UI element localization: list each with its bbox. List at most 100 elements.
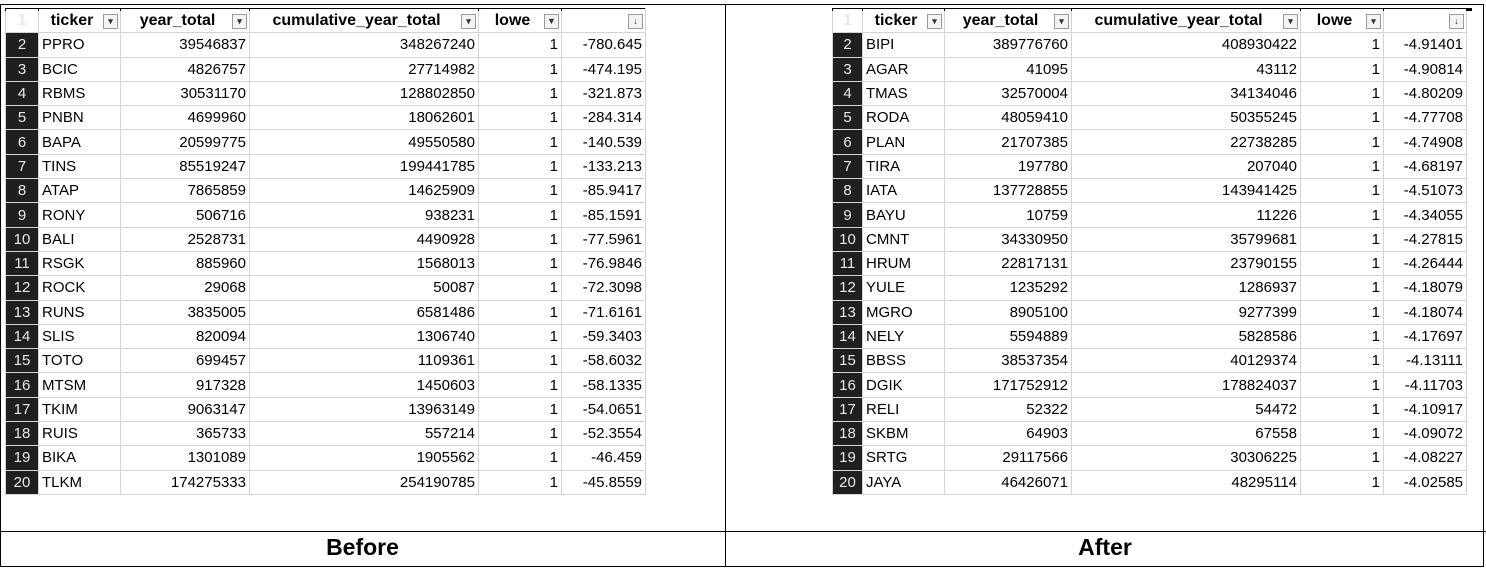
ticker-cell[interactable]: BAYU bbox=[862, 202, 945, 228]
lowe-cell[interactable]: 1 bbox=[1300, 202, 1384, 228]
lowe-cell[interactable]: 1 bbox=[1300, 80, 1384, 107]
ticker-cell[interactable]: ROCK bbox=[38, 275, 121, 301]
ticker-cell[interactable]: PNBN bbox=[38, 105, 121, 131]
year-total-cell[interactable]: 365733 bbox=[120, 421, 250, 447]
year-total-cell[interactable]: 34330950 bbox=[944, 226, 1072, 252]
dropdown-arrow-icon[interactable]: ▾ bbox=[1054, 14, 1069, 29]
value-cell[interactable]: -284.314 bbox=[561, 105, 646, 131]
lowe-cell[interactable]: 1 bbox=[1300, 56, 1384, 82]
ticker-cell[interactable]: RBMS bbox=[38, 80, 121, 107]
year-total-cell[interactable]: 9063147 bbox=[120, 396, 250, 423]
row-header-1[interactable]: 1 bbox=[832, 7, 863, 34]
lowe-cell[interactable]: 1 bbox=[478, 445, 562, 471]
row-number[interactable]: 5 bbox=[832, 105, 863, 131]
row-number[interactable]: 13 bbox=[5, 299, 39, 325]
lowe-cell[interactable]: 1 bbox=[1300, 250, 1384, 277]
value-cell[interactable]: -4.10917 bbox=[1383, 396, 1467, 423]
value-cell[interactable]: -77.5961 bbox=[561, 226, 646, 252]
year-total-cell[interactable]: 4826757 bbox=[120, 56, 250, 82]
ticker-cell[interactable]: ATAP bbox=[38, 178, 121, 204]
lowe-cell[interactable]: 1 bbox=[478, 32, 562, 58]
cumulative-cell[interactable]: 143941425 bbox=[1071, 178, 1301, 204]
cumulative-cell[interactable]: 408930422 bbox=[1071, 32, 1301, 58]
row-number[interactable]: 3 bbox=[5, 56, 39, 82]
lowe-cell[interactable]: 1 bbox=[478, 250, 562, 277]
value-cell[interactable]: -4.13111 bbox=[1383, 348, 1467, 374]
year-total-cell[interactable]: 1301089 bbox=[120, 445, 250, 471]
year-total-cell[interactable]: 85519247 bbox=[120, 153, 250, 180]
year-total-cell[interactable]: 5594889 bbox=[944, 323, 1072, 350]
year-total-cell[interactable]: 7865859 bbox=[120, 178, 250, 204]
row-number[interactable]: 14 bbox=[832, 323, 863, 350]
cumulative-cell[interactable]: 178824037 bbox=[1071, 372, 1301, 398]
row-number[interactable]: 9 bbox=[5, 202, 39, 228]
ticker-cell[interactable]: PPRO bbox=[38, 32, 121, 58]
ticker-cell[interactable]: TINS bbox=[38, 153, 121, 180]
value-cell[interactable]: -71.6161 bbox=[561, 299, 646, 325]
ticker-cell[interactable]: RSGK bbox=[38, 250, 121, 277]
column-header[interactable]: cumulative_year_total ▾ bbox=[249, 7, 479, 34]
dropdown-arrow-icon[interactable]: ▾ bbox=[1283, 14, 1298, 29]
ticker-cell[interactable]: YULE bbox=[862, 275, 945, 301]
row-number[interactable]: 6 bbox=[5, 129, 39, 155]
value-cell[interactable]: -4.80209 bbox=[1383, 80, 1467, 107]
column-header[interactable]: ticker ▾ bbox=[38, 7, 121, 34]
year-total-cell[interactable]: 820094 bbox=[120, 323, 250, 350]
lowe-cell[interactable]: 1 bbox=[1300, 226, 1384, 252]
lowe-cell[interactable]: 1 bbox=[1300, 348, 1384, 374]
cumulative-cell[interactable]: 27714982 bbox=[249, 56, 479, 82]
lowe-cell[interactable]: 1 bbox=[478, 226, 562, 252]
value-cell[interactable]: -4.90814 bbox=[1383, 56, 1467, 82]
value-cell[interactable]: -140.539 bbox=[561, 129, 646, 155]
year-total-cell[interactable]: 38537354 bbox=[944, 348, 1072, 374]
year-total-cell[interactable]: 2528731 bbox=[120, 226, 250, 252]
year-total-cell[interactable]: 699457 bbox=[120, 348, 250, 374]
value-cell[interactable]: -85.1591 bbox=[561, 202, 646, 228]
value-cell[interactable]: -4.26444 bbox=[1383, 250, 1467, 277]
row-number[interactable]: 5 bbox=[5, 105, 39, 131]
ticker-cell[interactable]: BAPA bbox=[38, 129, 121, 155]
ticker-cell[interactable]: RELI bbox=[862, 396, 945, 423]
cumulative-cell[interactable]: 40129374 bbox=[1071, 348, 1301, 374]
cumulative-cell[interactable]: 43112 bbox=[1071, 56, 1301, 82]
ticker-cell[interactable]: RODA bbox=[862, 105, 945, 131]
value-cell[interactable]: -46.459 bbox=[561, 445, 646, 471]
ticker-cell[interactable]: BIPI bbox=[862, 32, 945, 58]
ticker-cell[interactable]: BCIC bbox=[38, 56, 121, 82]
cumulative-cell[interactable]: 50087 bbox=[249, 275, 479, 301]
cumulative-cell[interactable]: 254190785 bbox=[249, 469, 479, 495]
lowe-cell[interactable]: 1 bbox=[478, 348, 562, 374]
lowe-cell[interactable]: 1 bbox=[478, 323, 562, 350]
row-number[interactable]: 9 bbox=[832, 202, 863, 228]
value-cell[interactable]: -4.51073 bbox=[1383, 178, 1467, 204]
lowe-cell[interactable]: 1 bbox=[478, 421, 562, 447]
column-header[interactable]: year_total ▾ bbox=[944, 7, 1072, 34]
lowe-cell[interactable]: 1 bbox=[478, 275, 562, 301]
cumulative-cell[interactable]: 9277399 bbox=[1071, 299, 1301, 325]
value-cell[interactable]: -76.9846 bbox=[561, 250, 646, 277]
lowe-cell[interactable]: 1 bbox=[1300, 153, 1384, 180]
cumulative-cell[interactable]: 23790155 bbox=[1071, 250, 1301, 277]
cumulative-cell[interactable]: 6581486 bbox=[249, 299, 479, 325]
dropdown-arrow-icon[interactable]: ▾ bbox=[232, 14, 247, 29]
row-number[interactable]: 7 bbox=[5, 153, 39, 180]
year-total-cell[interactable]: 885960 bbox=[120, 250, 250, 277]
row-number[interactable]: 2 bbox=[832, 32, 863, 58]
value-cell[interactable]: -4.09072 bbox=[1383, 421, 1467, 447]
ticker-cell[interactable]: TIRA bbox=[862, 153, 945, 180]
ticker-cell[interactable]: AGAR bbox=[862, 56, 945, 82]
ticker-cell[interactable]: PLAN bbox=[862, 129, 945, 155]
cumulative-cell[interactable]: 557214 bbox=[249, 421, 479, 447]
cumulative-cell[interactable]: 30306225 bbox=[1071, 445, 1301, 471]
row-number[interactable]: 14 bbox=[5, 323, 39, 350]
row-number[interactable]: 3 bbox=[832, 56, 863, 82]
row-number[interactable]: 11 bbox=[832, 250, 863, 277]
cumulative-cell[interactable]: 1306740 bbox=[249, 323, 479, 350]
year-total-cell[interactable]: 29117566 bbox=[944, 445, 1072, 471]
ticker-cell[interactable]: CMNT bbox=[862, 226, 945, 252]
cumulative-cell[interactable]: 48295114 bbox=[1071, 469, 1301, 495]
cumulative-cell[interactable]: 1905562 bbox=[249, 445, 479, 471]
row-number[interactable]: 17 bbox=[832, 396, 863, 423]
row-number[interactable]: 2 bbox=[5, 32, 39, 58]
sort-descending-icon[interactable]: ↓ bbox=[628, 14, 643, 29]
